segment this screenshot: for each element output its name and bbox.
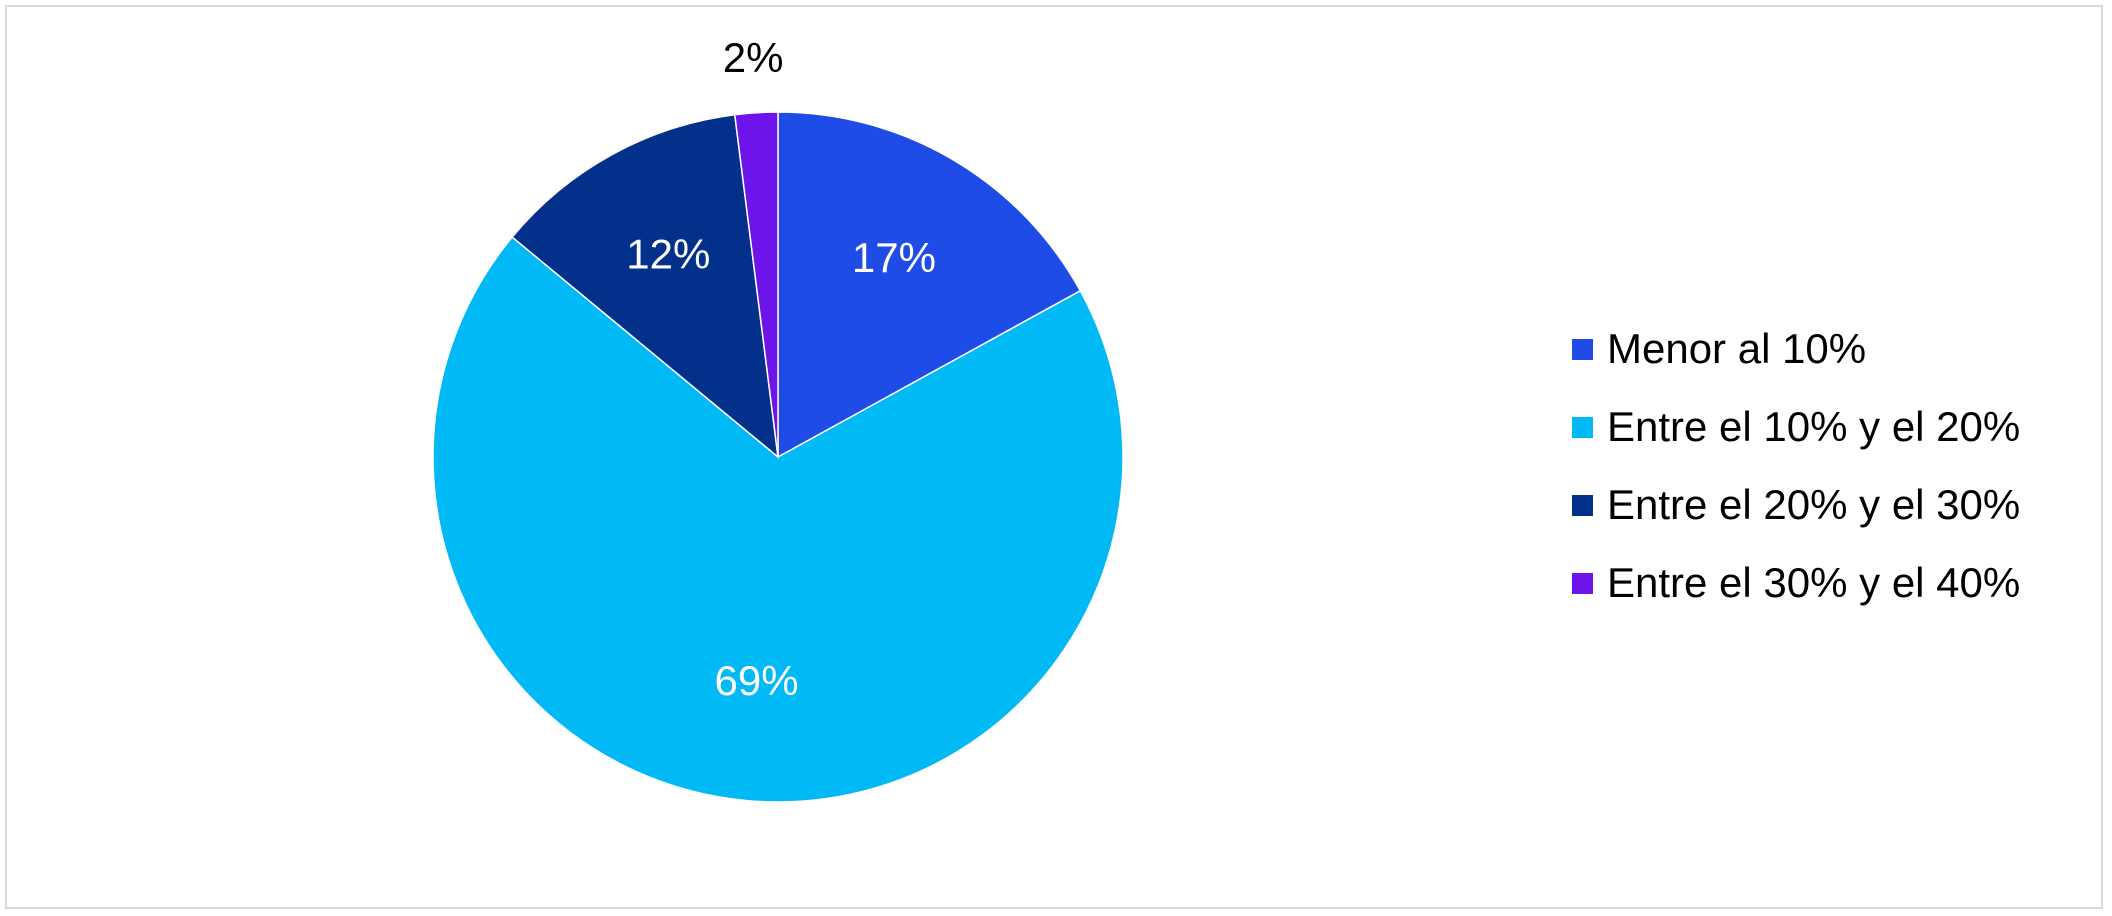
legend-label: Entre el 30% y el 40%: [1607, 559, 2021, 606]
data-label: 69%: [715, 657, 799, 704]
data-label: 12%: [626, 231, 710, 278]
chart-frame: [5, 5, 2103, 909]
legend-item: Entre el 10% y el 20%: [1572, 388, 2020, 466]
data-label: 2%: [723, 34, 784, 81]
pie-slice: [432, 236, 1124, 803]
legend: Menor al 10% Entre el 10% y el 20% Entre…: [1572, 310, 2020, 622]
pie-slice: [511, 113, 779, 459]
data-label: 17%: [852, 234, 936, 281]
legend-label: Entre el 20% y el 30%: [1607, 481, 2021, 528]
legend-swatch: [1572, 338, 1593, 360]
legend-swatch: [1572, 572, 1593, 594]
legend-label: Entre el 10% y el 20%: [1607, 403, 2021, 450]
legend-item: Entre el 30% y el 40%: [1572, 544, 2020, 622]
pie-slice: [777, 111, 1082, 459]
legend-item: Menor al 10%: [1572, 310, 2020, 388]
legend-label: Menor al 10%: [1607, 325, 1867, 372]
legend-item: Entre el 20% y el 30%: [1572, 466, 2020, 544]
legend-swatch: [1572, 416, 1593, 438]
legend-swatch: [1572, 494, 1593, 516]
pie-slice: [733, 111, 779, 458]
